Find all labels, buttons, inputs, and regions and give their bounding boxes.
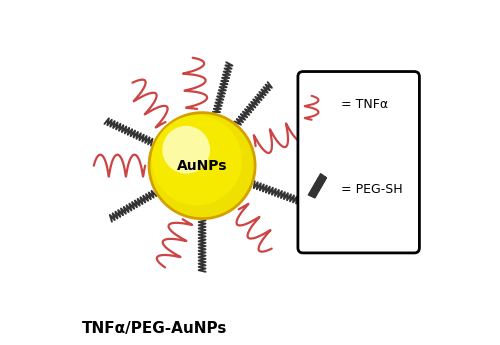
Text: = TNFα: = TNFα [340, 98, 388, 110]
Circle shape [162, 126, 210, 174]
Text: TNFα/PEG-AuNPs: TNFα/PEG-AuNPs [82, 321, 227, 336]
Circle shape [149, 112, 255, 219]
Text: = PEG-SH: = PEG-SH [340, 183, 402, 196]
Circle shape [152, 115, 242, 205]
Text: AuNPs: AuNPs [177, 159, 228, 172]
FancyBboxPatch shape [298, 71, 420, 253]
